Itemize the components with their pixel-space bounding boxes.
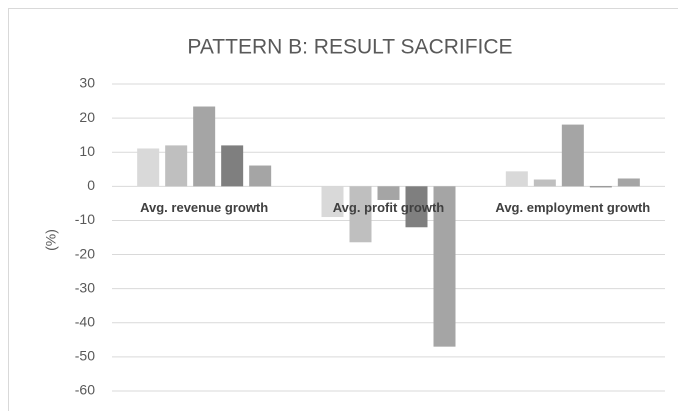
bar [349,186,372,243]
bar [193,106,216,187]
y-tick-label: -20 [75,245,95,261]
bar [321,186,344,218]
bar [505,171,528,187]
bar [561,124,584,187]
y-tick-label: -60 [75,382,95,398]
y-tick-label: 20 [79,109,95,125]
bar [589,186,612,188]
x-tick-label: Avg. revenue growth [140,200,268,215]
y-tick-label: -40 [75,313,95,329]
y-axis-label: (%) [43,229,59,251]
y-tick-label: -10 [75,211,95,227]
x-tick-label: Avg. profit growth [333,200,445,215]
y-tick-label: 10 [79,143,95,159]
bar [617,178,640,187]
y-tick-label: 0 [87,177,95,193]
bar [249,165,272,187]
x-tick-label: Avg. employment growth [495,200,650,215]
bar [165,145,188,187]
bar [405,186,428,228]
chart-frame [8,8,678,411]
bar [221,145,244,187]
y-tick-label: -50 [75,348,95,364]
chart-title: PATTERN B: RESULT SACRIFICE [187,36,512,59]
y-tick-label: -30 [75,279,95,295]
bar [377,186,400,200]
y-tick-label: 30 [79,75,95,91]
bar [137,148,160,187]
bar [433,186,456,347]
bar [533,179,556,187]
